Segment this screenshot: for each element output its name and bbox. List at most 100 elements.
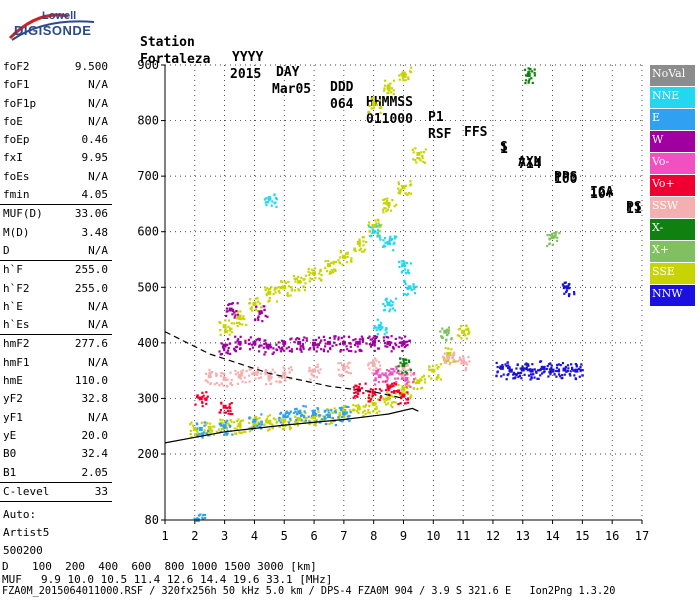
echo-speck	[310, 414, 314, 418]
echo-speck	[312, 347, 316, 351]
echo-speck	[525, 366, 528, 369]
echo-speck	[296, 424, 299, 427]
echo-speck	[573, 369, 576, 372]
echo-speck	[229, 371, 232, 374]
x-tick-label: 11	[456, 529, 470, 543]
echo-speck	[391, 301, 395, 304]
echo-speck	[224, 329, 227, 332]
echo-speck	[239, 310, 242, 313]
echo-speck	[398, 393, 401, 396]
echo-speck	[416, 381, 419, 384]
echo-speck	[279, 381, 282, 384]
echo-speck	[223, 426, 226, 430]
echo-speck	[451, 355, 454, 358]
echo-speck	[256, 424, 259, 428]
echo-speck	[418, 157, 421, 160]
echo-speck	[330, 271, 333, 274]
echo-speck	[292, 274, 296, 278]
data-point	[341, 409, 346, 414]
echo-speck	[340, 407, 343, 410]
echo-speck	[209, 382, 213, 385]
echo-speck	[308, 420, 311, 423]
echo-speck	[346, 255, 349, 258]
echo-speck	[358, 238, 361, 241]
echo-speck	[373, 408, 377, 411]
echo-speck	[353, 247, 357, 250]
echo-speck	[279, 347, 282, 350]
echo-speck	[378, 235, 381, 238]
echo-speck	[369, 338, 372, 341]
data-point	[416, 151, 421, 156]
echo-speck	[391, 307, 394, 310]
echo-speck	[467, 331, 471, 334]
echo-speck	[532, 373, 535, 376]
echo-speck	[201, 391, 204, 394]
echo-speck	[266, 315, 269, 318]
echo-speck	[392, 346, 395, 349]
data-point	[228, 307, 233, 312]
echo-speck	[389, 299, 392, 302]
echo-speck	[200, 421, 203, 424]
echo-speck	[202, 513, 205, 516]
echo-speck	[347, 336, 351, 339]
echo-speck	[337, 362, 340, 365]
echo-speck	[389, 308, 392, 311]
echo-speck	[437, 376, 440, 379]
footer-d-label: D	[2, 560, 9, 573]
echo-speck	[282, 420, 286, 423]
echo-speck	[428, 365, 431, 368]
echo-speck	[377, 225, 380, 228]
echo-speck	[281, 423, 284, 427]
echo-speck	[299, 417, 303, 421]
echo-speck	[386, 208, 390, 211]
echo-speck	[399, 357, 402, 360]
header-label: P1	[428, 110, 444, 125]
echo-speck	[286, 411, 289, 414]
echo-speck	[236, 315, 239, 319]
echo-speck	[383, 373, 386, 377]
param-key: MUF(D)	[3, 207, 43, 221]
echo-speck	[358, 338, 362, 341]
echo-speck	[345, 412, 348, 416]
echo-speck	[403, 71, 406, 75]
echo-speck	[298, 289, 301, 292]
data-point	[386, 396, 391, 401]
echo-speck	[401, 377, 404, 380]
echo-speck	[284, 377, 287, 380]
echo-speck	[412, 285, 415, 288]
echo-speck	[283, 280, 286, 283]
echo-speck	[568, 372, 571, 376]
echo-speck	[227, 346, 230, 350]
echo-speck	[228, 405, 231, 408]
echo-speck	[398, 74, 401, 77]
echo-speck	[562, 284, 565, 287]
param-row: foE N/A	[0, 113, 112, 131]
echo-speck	[299, 418, 302, 421]
echo-speck	[453, 358, 456, 362]
echo-speck	[565, 289, 569, 292]
echo-speck	[358, 383, 361, 386]
echo-speck	[548, 242, 551, 245]
echo-speck	[404, 379, 407, 382]
echo-speck	[333, 341, 336, 344]
echo-speck	[353, 391, 356, 395]
echo-speck	[258, 337, 261, 340]
echo-speck	[574, 362, 577, 366]
echo-speck	[448, 363, 451, 366]
echo-speck	[200, 433, 204, 437]
param-value: N/A	[88, 318, 108, 332]
echo-speck	[401, 77, 405, 80]
echo-speck	[520, 377, 523, 380]
echo-speck	[229, 424, 232, 427]
echo-speck	[569, 370, 572, 373]
echo-speck	[410, 394, 413, 397]
echo-speck	[401, 377, 404, 380]
echo-speck	[263, 353, 266, 356]
echo-speck	[289, 366, 293, 369]
echo-speck	[282, 424, 286, 428]
echo-speck	[208, 427, 212, 431]
data-point	[297, 279, 302, 284]
echo-speck	[241, 380, 244, 383]
echo-speck	[420, 379, 423, 382]
data-point	[541, 365, 546, 370]
